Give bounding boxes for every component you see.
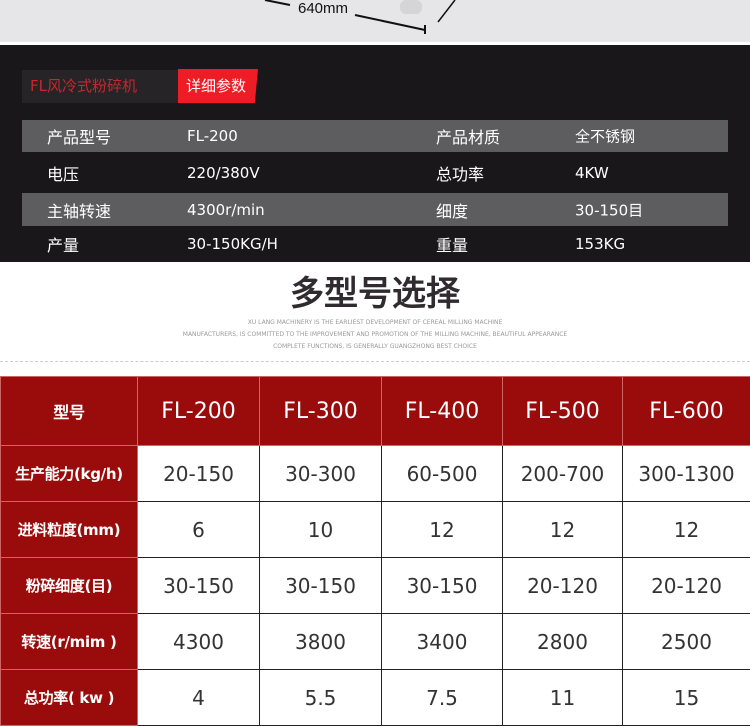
table-cell: 30-150 (382, 558, 503, 614)
spec-label: 产品材质 (436, 124, 500, 148)
spec-value: FL-200 (187, 127, 238, 145)
detail-params-tag: 详细参数 (178, 69, 258, 103)
table-cell: 3800 (260, 614, 382, 670)
model-column-header: FL-200 (138, 377, 260, 446)
divider (0, 361, 750, 362)
table-cell: 12 (382, 502, 503, 558)
table-cell: 15 (623, 670, 750, 726)
spec-panel: FL风冷式粉碎机 详细参数 产品型号 FL-200 产品材质 全不锈钢电压 220/38… (0, 45, 750, 262)
table-cell: 20-120 (503, 558, 623, 614)
table-cell: 4 (138, 670, 260, 726)
spec-row: 电压 220/380V 总功率 4KW (22, 153, 728, 193)
spec-row: 产品型号 FL-200 产品材质 全不锈钢 (22, 120, 728, 152)
spec-value: 全不锈钢 (575, 126, 635, 147)
table-cell: 6 (138, 502, 260, 558)
table-cell: 60-500 (382, 446, 503, 502)
product-dimension-image: 640mm (0, 0, 750, 42)
row-label: 进料粒度(mm) (1, 502, 138, 558)
table-cell: 3400 (382, 614, 503, 670)
section-subtitle-line: MANUFACTURERS, IS COMMITTED TO THE IMPRO… (0, 329, 750, 340)
model-column-header: FL-300 (260, 377, 382, 446)
table-cell: 30-150 (260, 558, 382, 614)
row-label: 总功率( kw ) (1, 670, 138, 726)
table-cell: 12 (503, 502, 623, 558)
table-cell: 300-1300 (623, 446, 750, 502)
dimension-label: 640mm (298, 0, 348, 17)
header-label: 型号 (1, 377, 138, 446)
spec-value: 4300r/min (187, 201, 265, 219)
table-cell: 12 (623, 502, 750, 558)
model-column-header: FL-600 (623, 377, 750, 446)
section-title: 多型号选择 (0, 274, 750, 314)
spec-value: 153KG (575, 235, 625, 253)
spec-label: 细度 (436, 198, 468, 222)
row-label: 生产能力(kg/h) (1, 446, 138, 502)
table-cell: 20-120 (623, 558, 750, 614)
spec-row: 主轴转速 4300r/min 细度 30-150目 (22, 193, 728, 226)
table-cell: 7.5 (382, 670, 503, 726)
table-cell: 5.5 (260, 670, 382, 726)
spec-value: 30-150KG/H (187, 235, 278, 253)
table-cell: 2500 (623, 614, 750, 670)
spec-label: 总功率 (436, 161, 484, 185)
spec-label: 主轴转速 (47, 198, 111, 222)
table-cell: 11 (503, 670, 623, 726)
table-cell: 10 (260, 502, 382, 558)
spec-label: 产品型号 (47, 124, 111, 148)
spec-value: 30-150目 (575, 199, 643, 220)
spec-label: 重量 (436, 232, 468, 256)
table-cell: 4300 (138, 614, 260, 670)
spec-label: 产量 (47, 232, 79, 256)
model-column-header: FL-500 (503, 377, 623, 446)
table-cell: 30-300 (260, 446, 382, 502)
row-label: 粉碎细度(目) (1, 558, 138, 614)
table-cell: 30-150 (138, 558, 260, 614)
section-subtitle-line: XU LANG MACHINERY IS THE EARLIEST DEVELO… (0, 317, 750, 328)
spec-value: 220/380V (187, 164, 260, 182)
dimension-lines (0, 0, 750, 42)
spec-label: 电压 (47, 161, 79, 185)
spec-row: 产量 30-150KG/H 重量 153KG (22, 226, 728, 262)
section-subtitle-line: COMPLETE FUNCTIONS, IS GENERALLY GUANGZH… (0, 341, 750, 352)
model-column-header: FL-400 (382, 377, 503, 446)
table-cell: 2800 (503, 614, 623, 670)
product-name-label: FL风冷式粉碎机 (22, 70, 178, 103)
table-cell: 200-700 (503, 446, 623, 502)
spec-value: 4KW (575, 164, 609, 182)
row-label: 转速(r/mim ) (1, 614, 138, 670)
table-cell: 20-150 (138, 446, 260, 502)
